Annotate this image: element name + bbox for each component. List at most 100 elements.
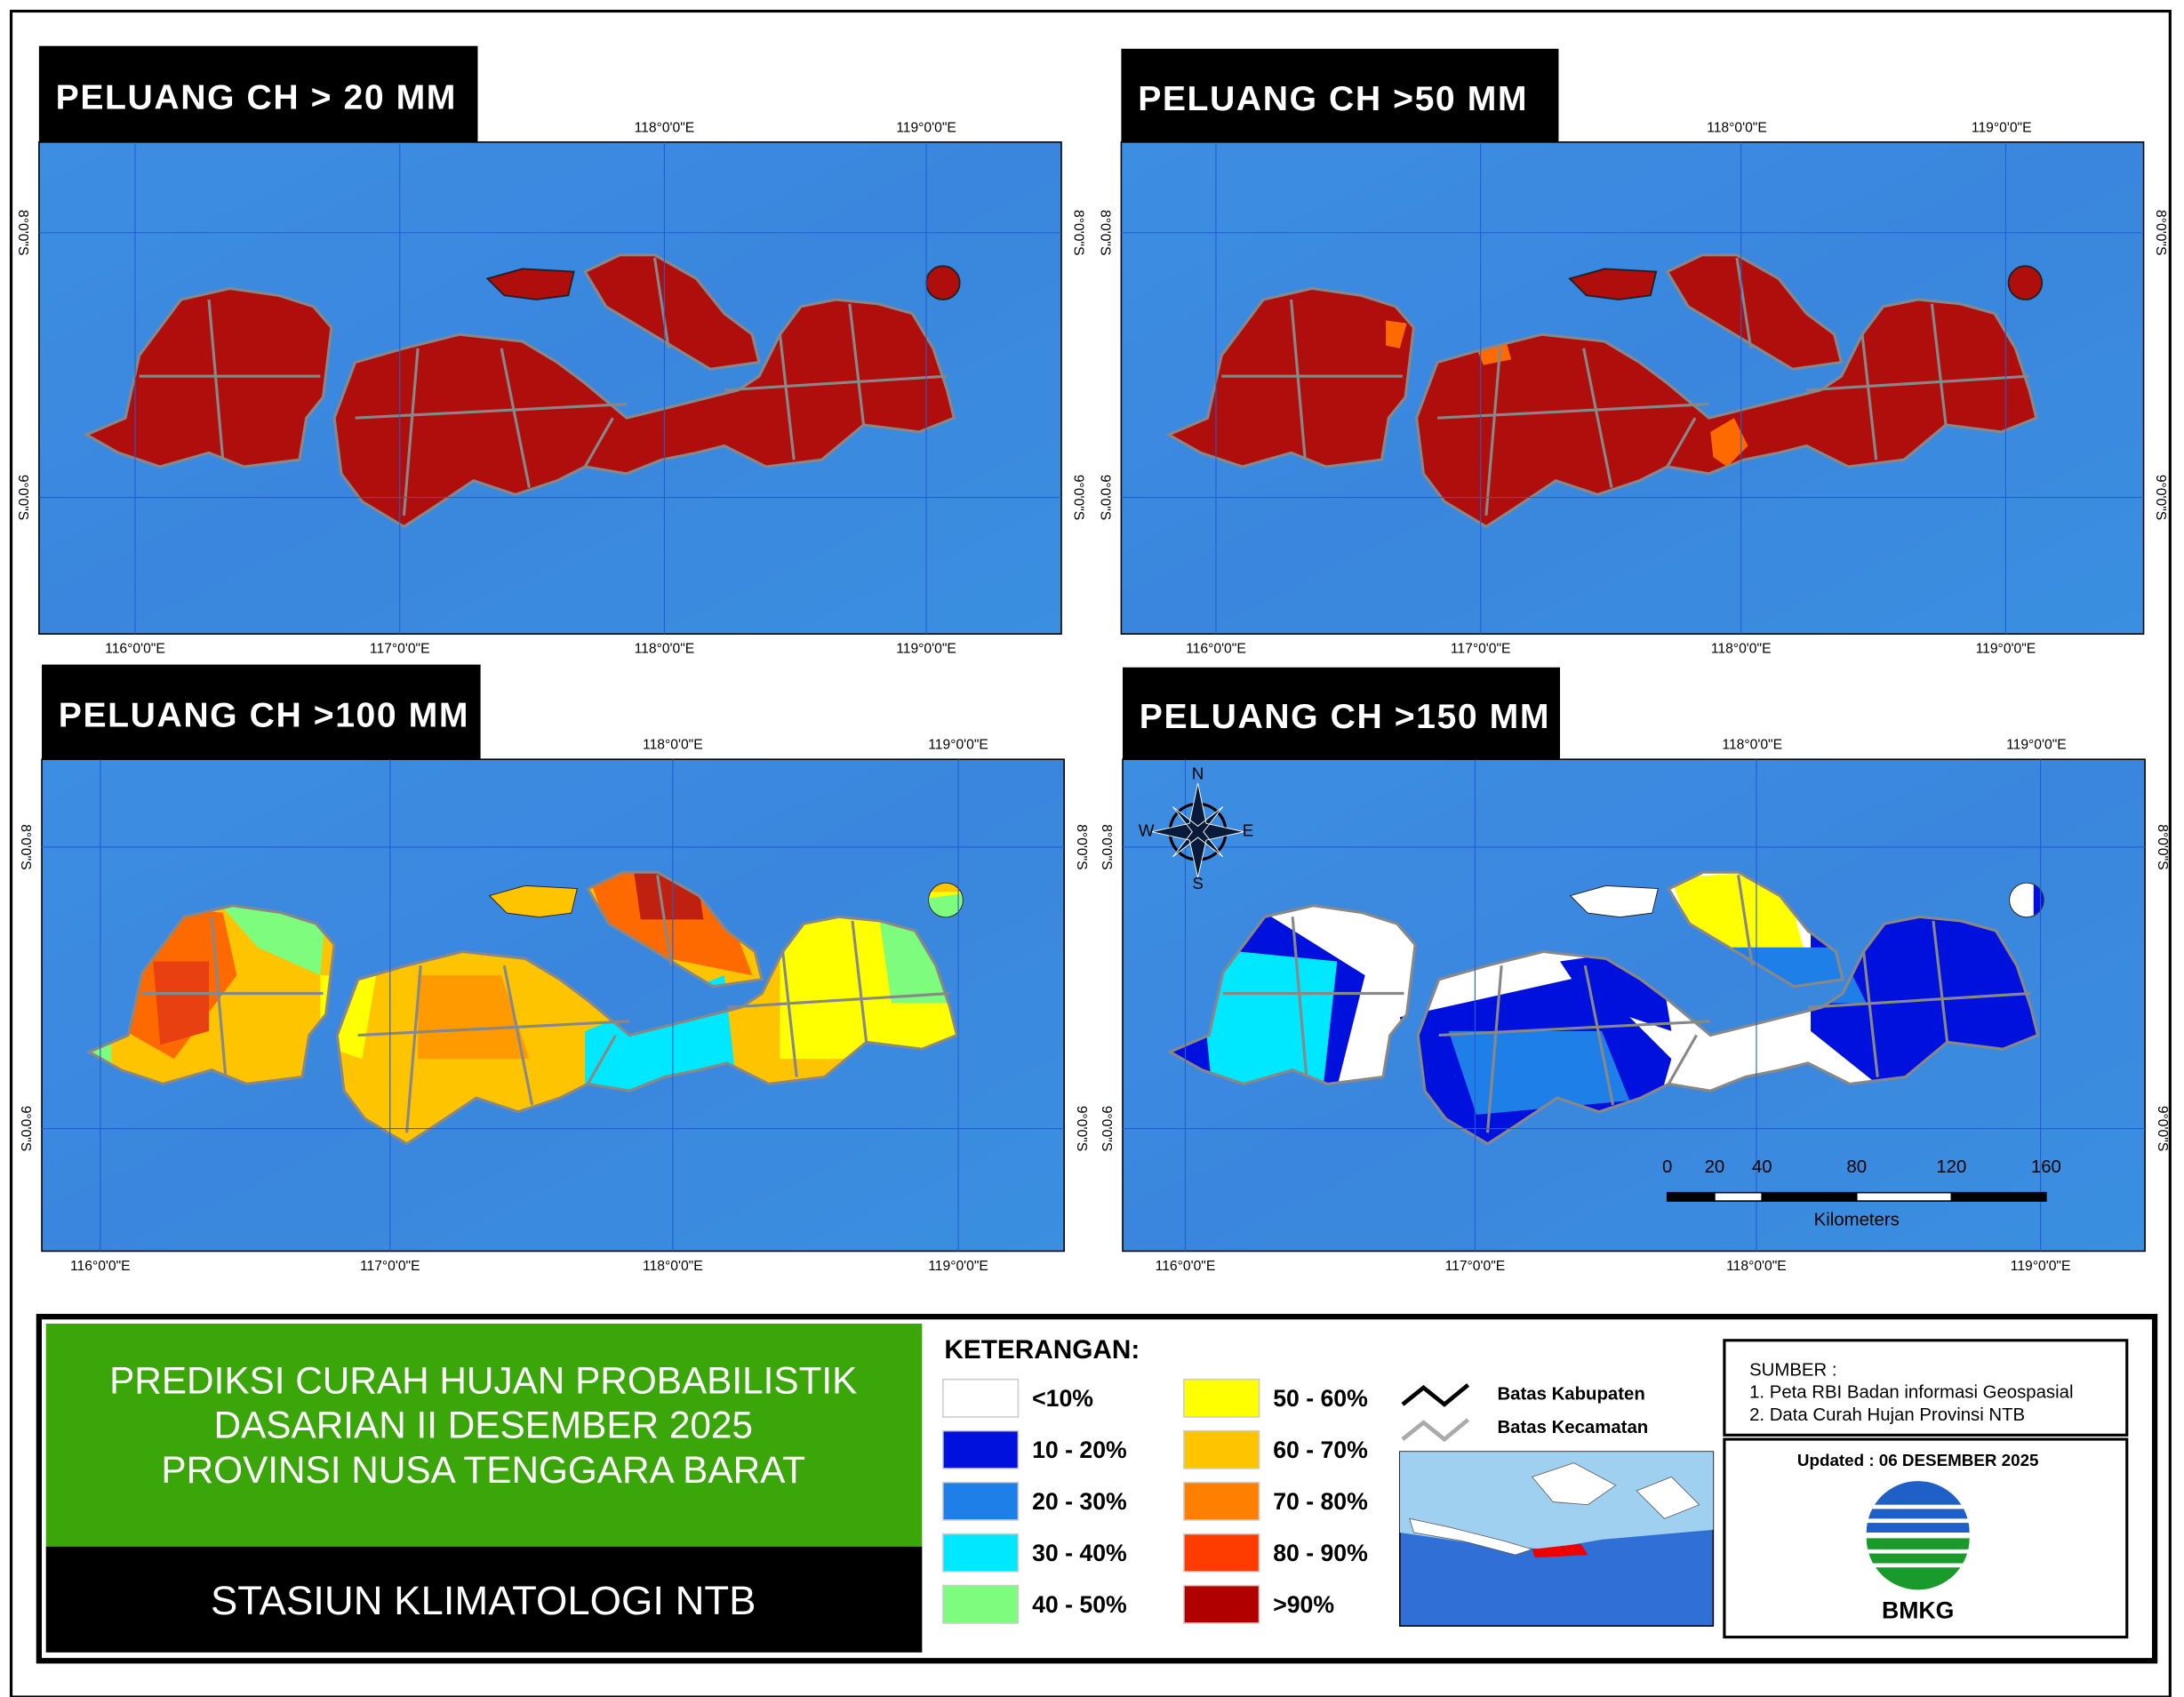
legend: <10% 10 - 20% 20 - 30% 30 - 40% 40 - 50% 50 -… [942, 1378, 1368, 1624]
scale-segment [1950, 1191, 2047, 1202]
legend-swatch [942, 1429, 1020, 1469]
scale-segment [1666, 1191, 1716, 1202]
scale-tick-label: 40 [1752, 1157, 1772, 1177]
lon-label: 116°0'0"E [70, 1259, 131, 1274]
lat-label: 9°0'0"S [1099, 1106, 1114, 1151]
inset-map [1399, 1451, 1715, 1627]
lon-label: 119°0'0"E [896, 120, 956, 135]
legend-label: 60 - 70% [1273, 1437, 1368, 1463]
legend-label: 80 - 90% [1273, 1540, 1368, 1566]
panel-title: PELUANG CH >50 MM [1138, 80, 1528, 118]
sheet-frame [9, 9, 2172, 1697]
panel-title-box [1121, 48, 1559, 142]
scale-tick-label: 160 [2031, 1157, 2061, 1177]
source-item: 1. Peta RBI Badan informasi Geospasial [1749, 1383, 2073, 1403]
legend-label: 30 - 40% [1032, 1540, 1127, 1566]
scale-tick-label: 80 [1846, 1157, 1867, 1177]
compass-letter: E [1243, 821, 1254, 840]
lon-label: 118°0'0"E [635, 642, 695, 657]
panel-title: PELUANG CH >150 MM [1140, 698, 1550, 736]
source-box [1723, 1339, 2129, 1437]
map-panel: 118°0'0"E 119°0'0"E 116°0'0"E 117°0'0"E 118°… [15, 45, 1086, 657]
district-boundaries [1222, 875, 2031, 1133]
legend-label: <10% [1032, 1385, 1093, 1412]
title-line: PREDIKSI CURAH HUJAN PROBABILISTIK [109, 1360, 857, 1402]
panel-title: PELUANG CH >100 MM [59, 697, 469, 735]
zone [1197, 947, 1338, 1087]
lat-label: 9°0'0"S [2153, 475, 2168, 520]
lon-label: 119°0'0"E [1976, 642, 2036, 657]
scale-tick-label: 120 [1936, 1157, 1966, 1177]
legend-label: 50 - 60% [1273, 1385, 1368, 1412]
title-box [45, 1323, 923, 1547]
boundary-label: Batas Kecamatan [1497, 1418, 1648, 1437]
legend-label: 70 - 80% [1273, 1488, 1368, 1515]
scale-tick-label: 0 [1662, 1157, 1672, 1177]
lon-label: 116°0'0"E [105, 642, 165, 657]
lon-label: 119°0'0"E [896, 642, 956, 657]
lon-label: 117°0'0"E [1445, 1259, 1506, 1274]
zones [1386, 320, 1748, 468]
logo-text: BMKG [1882, 1597, 1954, 1623]
zone [1710, 418, 1748, 468]
legend-swatch [1183, 1481, 1260, 1521]
lon-label: 116°0'0"E [1156, 1259, 1216, 1274]
legend-swatch [1183, 1378, 1260, 1418]
zone [1386, 320, 1407, 348]
legend-label: 20 - 30% [1032, 1488, 1127, 1515]
scale-segment [1714, 1191, 1763, 1202]
lat-label: 9°0'0"S [1071, 475, 1086, 520]
scale-bar: 0 20 40 80 120 160 Kilometers [1662, 1157, 2061, 1230]
lat-label: 8°0'0"S [15, 210, 30, 255]
legend-swatch [1183, 1584, 1260, 1624]
lon-label: 119°0'0"E [2006, 738, 2067, 753]
lon-label: 116°0'0"E [1186, 642, 1246, 657]
legend-swatch [942, 1533, 1020, 1573]
kabupaten-symbol [1401, 1383, 1470, 1407]
lat-label: 9°0'0"S [15, 475, 30, 520]
scale-tick-label: 20 [1705, 1157, 1725, 1177]
source-item: 2. Data Curah Hujan Provinsi NTB [1749, 1405, 2025, 1425]
station: STASIUN KLIMATOLOGI NTB [211, 1578, 756, 1623]
legend-swatch [1183, 1533, 1260, 1573]
source-title: SUMBER : [1749, 1361, 1836, 1381]
lat-label: 8°0'0"S [1074, 824, 1089, 869]
zone [1811, 905, 2044, 1087]
bmkg-logo [1866, 1481, 1970, 1590]
district-boundaries [1221, 257, 2030, 516]
lat-label: 8°0'0"S [1099, 824, 1114, 869]
title-line: PROVINSI NUSA TENGGARA BARAT [161, 1449, 805, 1491]
scale-segment [1855, 1191, 1953, 1202]
lon-label: 118°0'0"E [643, 1259, 703, 1274]
island [925, 265, 961, 300]
lon-label: 117°0'0"E [360, 1259, 420, 1274]
zone [153, 961, 210, 1045]
map-panel: 118°0'0"E 119°0'0"E 116°0'0"E 117°0'0"E 118°… [18, 664, 1089, 1274]
panel-title-box [38, 45, 478, 142]
lat-label: 9°0'0"S [1074, 1106, 1089, 1151]
scale-segment [1761, 1191, 1858, 1202]
lon-label: 118°0'0"E [1711, 642, 1772, 657]
panel-title-box [1122, 667, 1560, 760]
compass-letter: N [1192, 764, 1204, 782]
lon-label: 119°0'0"E [928, 1259, 988, 1274]
title-line: DASARIAN II DESEMBER 2025 [214, 1405, 753, 1446]
lon-label: 117°0'0"E [370, 642, 430, 657]
lon-label: 117°0'0"E [1451, 642, 1511, 657]
updated: Updated : 06 DESEMBER 2025 [1797, 1451, 2039, 1469]
compass-letter: S [1192, 874, 1204, 893]
station-box [45, 1546, 923, 1653]
lon-label: 118°0'0"E [635, 120, 695, 135]
lat-label: 9°0'0"S [18, 1106, 33, 1151]
zone [1448, 1030, 1630, 1115]
panels: 118°0'0"E 119°0'0"E 116°0'0"E 117°0'0"E 118°… [15, 45, 2170, 1274]
lat-label: 9°0'0"S [2155, 1106, 2170, 1151]
lat-label: 8°0'0"S [1071, 210, 1086, 255]
boundary-label: Batas Kabupaten [1497, 1384, 1644, 1404]
legend-swatch [942, 1481, 1020, 1521]
island [2007, 265, 2044, 300]
land [1167, 253, 2044, 529]
lon-label: 119°0'0"E [928, 738, 988, 753]
islands [84, 253, 961, 529]
